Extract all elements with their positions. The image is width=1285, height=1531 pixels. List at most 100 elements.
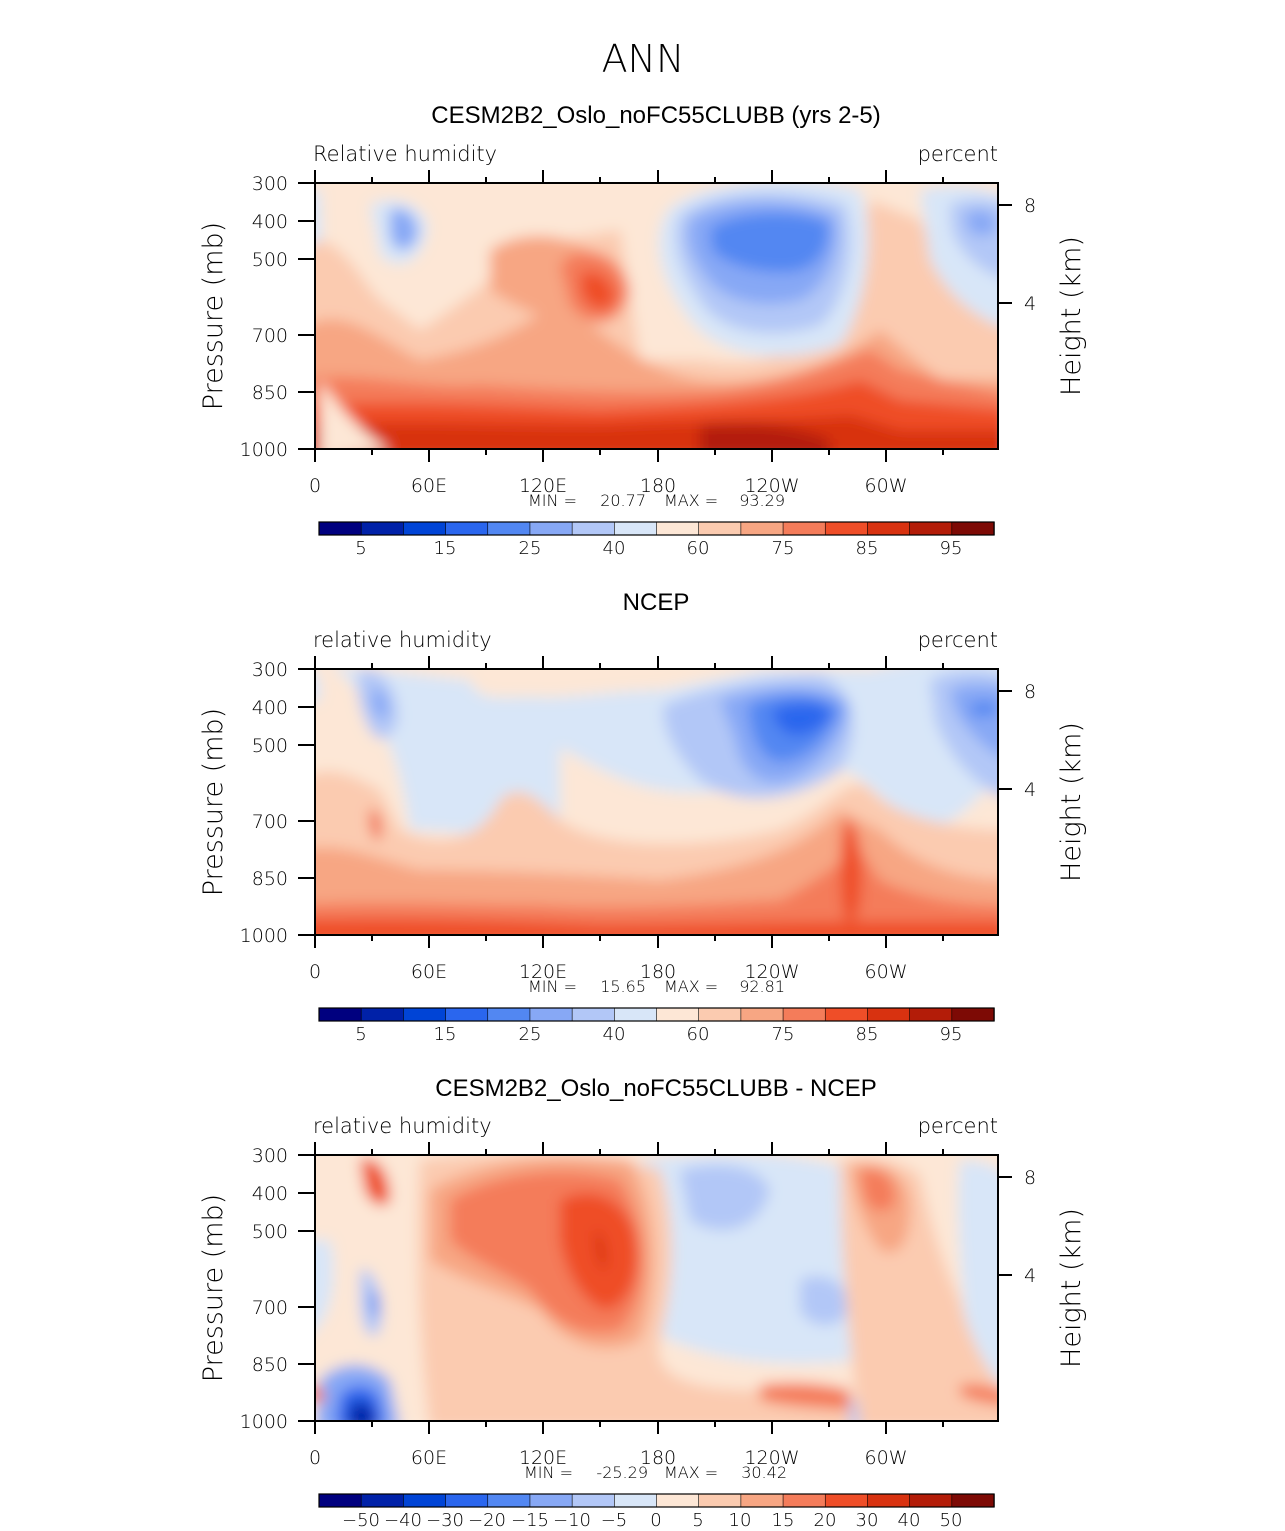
panel-model: CESM2B2_Oslo_noFC55CLUBB (yrs 2-5) Relat…: [198, 102, 1087, 559]
colorbar-label: 60: [687, 1024, 710, 1045]
colorbar-swatch: [445, 521, 489, 536]
colorbar-swatch: [951, 1007, 995, 1022]
contour-field: [315, 669, 998, 935]
colorbar-swatch: [403, 521, 447, 536]
colorbar-label: −10: [553, 1510, 591, 1531]
y-tick-label: 850: [252, 1354, 288, 1376]
colorbar-label: 85: [856, 1024, 879, 1045]
colorbar-labels: 5 15 25 40 60 75 85 95: [355, 1024, 962, 1045]
y-tick-label: 300: [252, 1145, 288, 1167]
figure-title: ANN: [602, 37, 685, 81]
panel-difference: CESM2B2_Oslo_noFC55CLUBB - NCEP relative…: [198, 1075, 1087, 1531]
panel-title: CESM2B2_Oslo_noFC55CLUBB - NCEP: [435, 1075, 877, 1102]
colorbar-swatch: [698, 1007, 742, 1022]
panel-ncep: NCEP relative humidity percent: [198, 589, 1087, 1045]
contour-field: [315, 183, 998, 449]
height-tick-labels: 8 4: [1024, 1167, 1036, 1287]
colorbar-swatch: [740, 521, 784, 536]
colorbar-label: 60: [687, 538, 710, 559]
colorbar-swatch: [909, 1007, 953, 1022]
colorbar-label: 85: [856, 538, 879, 559]
colorbar-swatch: [445, 1493, 489, 1508]
colorbar-swatch: [360, 1493, 405, 1508]
y-tick-label: 500: [252, 1221, 288, 1243]
min-value: -25.29: [596, 1463, 648, 1482]
panel-title: CESM2B2_Oslo_noFC55CLUBB (yrs 2-5): [431, 102, 881, 129]
colorbar-swatch: [698, 521, 742, 536]
colorbar-swatch: [740, 1007, 784, 1022]
min-label: MIN =: [528, 977, 577, 996]
panel-title: NCEP: [623, 589, 690, 616]
height-tick-label: 4: [1024, 779, 1036, 801]
min-label: MIN =: [528, 491, 577, 510]
max-value: 93.29: [739, 491, 785, 510]
colorbar-label: 5: [355, 1024, 366, 1045]
max-label: MAX =: [664, 1463, 718, 1482]
y-axis-label: Pressure (mb): [198, 222, 229, 410]
y-axis-label: Pressure (mb): [198, 1194, 229, 1382]
colorbar-swatch: [782, 1007, 826, 1022]
y-tick-label: 700: [252, 325, 288, 347]
x-tick-label: 120E: [519, 475, 567, 497]
variable-label: Relative humidity: [313, 142, 497, 166]
x-tick-label: 0: [309, 961, 321, 983]
colorbar-label: −40: [384, 1510, 422, 1531]
colorbar-swatch: [529, 521, 573, 536]
min-max: MIN = 15.65 MAX = 92.81: [528, 977, 785, 996]
y-tick-label: 400: [252, 697, 288, 719]
x-tick-label: 60W: [865, 961, 908, 983]
units-label: percent: [918, 142, 998, 166]
colorbar-swatch: [571, 521, 616, 536]
colorbar-swatch: [782, 1493, 826, 1508]
colorbar-swatch: [951, 521, 995, 536]
colorbar-swatch: [487, 1493, 531, 1508]
variable-label: relative humidity: [313, 1114, 492, 1138]
height-tick-labels: 8 4: [1024, 681, 1036, 801]
height-tick-label: 8: [1024, 195, 1036, 217]
min-value: 20.77: [600, 491, 646, 510]
colorbar-label: 30: [856, 1510, 879, 1531]
x-tick-label: 60E: [411, 961, 447, 983]
x-tick-label: 60E: [411, 1447, 447, 1469]
colorbar-label: −5: [601, 1510, 628, 1531]
y-tick-label: 400: [252, 1183, 288, 1205]
colorbar-label: 95: [940, 1024, 963, 1045]
colorbar-label: 95: [940, 538, 963, 559]
y-tick-label: 850: [252, 382, 288, 404]
x-tick-label: 60W: [865, 1447, 908, 1469]
colorbar-label: 5: [355, 538, 366, 559]
contour-field: [315, 1155, 998, 1421]
y-tick-label: 700: [252, 1297, 288, 1319]
colorbar-swatch: [909, 1493, 953, 1508]
colorbar-label: 5: [692, 1510, 703, 1531]
plot-frame: [314, 668, 999, 936]
max-value: 30.42: [741, 1463, 787, 1482]
y-axis-label: Pressure (mb): [198, 708, 229, 896]
y-tick-label: 400: [252, 211, 288, 233]
x-ticks: [298, 170, 1012, 462]
height-tick-label: 8: [1024, 681, 1036, 703]
colorbar-label: 0: [650, 1510, 661, 1531]
y-tick-label: 500: [252, 249, 288, 271]
min-max: MIN = 20.77 MAX = 93.29: [528, 491, 785, 510]
y-tick-label: 700: [252, 811, 288, 833]
colorbar-label: −15: [511, 1510, 549, 1531]
colorbar-swatch: [360, 1007, 405, 1022]
x-tick-label: 120E: [519, 1447, 567, 1469]
colorbar-swatch: [571, 1007, 616, 1022]
y-tick-label: 1000: [240, 439, 288, 461]
colorbar: [318, 1007, 995, 1022]
colorbar-label: 15: [434, 538, 457, 559]
colorbar-frame: [318, 1007, 995, 1022]
colorbar-swatch: [529, 1007, 573, 1022]
x-tick-labels: 0 60E 120E 180 120W 60W: [309, 961, 908, 983]
colorbar: [318, 1493, 995, 1508]
colorbar-swatch: [487, 521, 531, 536]
min-max: MIN = -25.29 MAX = 30.42: [524, 1463, 787, 1482]
colorbar-label: 75: [772, 1024, 795, 1045]
units-label: percent: [918, 628, 998, 652]
colorbar-label: 40: [603, 1024, 626, 1045]
y-axis-right-label: Height (km): [1056, 722, 1087, 882]
colorbar-swatch: [318, 521, 362, 536]
colorbar-swatch: [445, 1007, 489, 1022]
